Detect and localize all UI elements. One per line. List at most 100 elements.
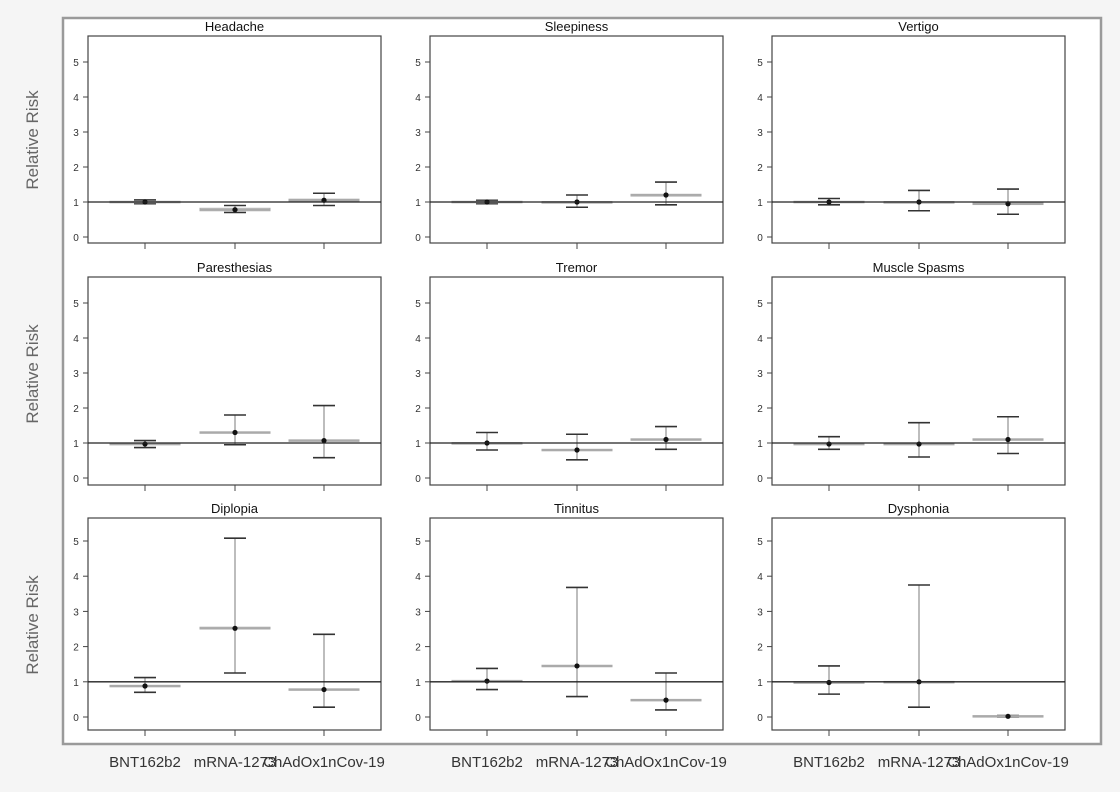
y-tick-label: 4 bbox=[73, 572, 79, 583]
y-tick-label: 0 bbox=[415, 233, 421, 244]
y-tick-label: 4 bbox=[757, 334, 763, 345]
panel-title: Tremor bbox=[556, 260, 598, 275]
panel-sleepiness: Sleepiness 0 1 2 3 4 5 bbox=[415, 19, 724, 249]
y-tick-label: 2 bbox=[757, 643, 763, 654]
y-tick-label: 1 bbox=[757, 439, 763, 450]
group-chadox1ncov-19 bbox=[972, 415, 1044, 455]
y-tick-label: 1 bbox=[415, 439, 421, 450]
panel-border bbox=[429, 35, 724, 244]
estimate-point bbox=[826, 441, 832, 447]
y-tick-label: 3 bbox=[757, 607, 763, 618]
y-tick-label: 3 bbox=[757, 128, 763, 139]
panel-dysphonia: Dysphonia 0 1 2 3 4 5 bbox=[757, 501, 1066, 736]
x-category-label: ChAdOx1nCov-19 bbox=[263, 754, 385, 771]
y-tick-label: 0 bbox=[73, 713, 79, 724]
y-tick-label: 0 bbox=[757, 233, 763, 244]
y-tick-label: 1 bbox=[73, 439, 79, 450]
y-tick-label: 4 bbox=[73, 93, 79, 104]
y-axis-label-row-3: Relative Risk bbox=[23, 575, 42, 675]
estimate-point bbox=[663, 192, 669, 198]
y-tick-label: 5 bbox=[73, 537, 79, 548]
group-chadox1ncov-19 bbox=[288, 192, 360, 207]
x-category-label: ChAdOx1nCov-19 bbox=[947, 754, 1069, 771]
y-tick-label: 0 bbox=[73, 474, 79, 485]
x-category-label: mRNA-1273 bbox=[194, 754, 277, 771]
y-tick-label: 2 bbox=[73, 643, 79, 654]
y-tick-label: 2 bbox=[73, 404, 79, 415]
y-tick-label: 5 bbox=[757, 299, 763, 310]
y-tick-label: 1 bbox=[757, 678, 763, 689]
estimate-point bbox=[321, 686, 327, 693]
y-tick-label: 3 bbox=[757, 369, 763, 380]
panel-paresthesias: Paresthesias 0 1 2 3 4 5 bbox=[73, 260, 382, 491]
y-tick-label: 2 bbox=[415, 643, 421, 654]
estimate-point bbox=[663, 697, 669, 703]
y-tick-label: 2 bbox=[757, 404, 763, 415]
y-tick-label: 3 bbox=[73, 607, 79, 618]
y-tick-label: 5 bbox=[757, 537, 763, 548]
estimate-point bbox=[574, 447, 580, 453]
y-tick-label: 3 bbox=[415, 128, 421, 139]
x-category-label: BNT162b2 bbox=[793, 754, 865, 771]
panel-title: Paresthesias bbox=[197, 260, 273, 275]
panel-tremor: Tremor 0 1 2 3 4 5 bbox=[415, 260, 724, 491]
y-tick-label: 0 bbox=[415, 474, 421, 485]
estimate-point bbox=[1005, 713, 1011, 719]
y-tick-label: 2 bbox=[757, 163, 763, 174]
y-tick-label: 5 bbox=[415, 58, 421, 69]
y-tick-label: 2 bbox=[415, 404, 421, 415]
y-tick-label: 5 bbox=[757, 58, 763, 69]
group-bnt162b2 bbox=[793, 665, 865, 695]
panel-vertigo: Vertigo 0 1 2 3 4 5 bbox=[757, 19, 1066, 249]
group-mrna-1273 bbox=[199, 414, 271, 446]
estimate-point bbox=[321, 437, 327, 444]
x-category-label: mRNA-1273 bbox=[878, 754, 961, 771]
x-category-label: BNT162b2 bbox=[109, 754, 181, 771]
y-tick-label: 2 bbox=[73, 163, 79, 174]
group-mrna-1273 bbox=[541, 433, 613, 461]
y-tick-label: 1 bbox=[415, 678, 421, 689]
y-axis-label-row-1: Relative Risk bbox=[23, 90, 42, 190]
group-chadox1ncov-19 bbox=[630, 672, 702, 711]
panel-headache: Headache 0 1 2 3 4 5 bbox=[73, 19, 382, 249]
group-mrna-1273 bbox=[199, 204, 271, 214]
panel-tinnitus: Tinnitus 0 1 2 3 4 5 bbox=[415, 501, 724, 736]
panel-title: Vertigo bbox=[898, 19, 938, 34]
estimate-point bbox=[232, 207, 238, 213]
estimate-point bbox=[142, 683, 148, 689]
y-tick-label: 1 bbox=[757, 198, 763, 209]
y-tick-label: 2 bbox=[415, 163, 421, 174]
y-tick-label: 3 bbox=[73, 369, 79, 380]
y-tick-label: 4 bbox=[415, 93, 421, 104]
panel-title: Tinnitus bbox=[554, 501, 600, 516]
panel-border bbox=[87, 276, 382, 486]
estimate-point bbox=[826, 679, 832, 686]
estimate-point bbox=[142, 441, 148, 447]
x-category-label: mRNA-1273 bbox=[536, 754, 619, 771]
y-tick-label: 5 bbox=[73, 299, 79, 310]
estimate-point bbox=[574, 663, 580, 669]
y-tick-label: 4 bbox=[757, 93, 763, 104]
y-tick-label: 1 bbox=[73, 678, 79, 689]
y-tick-label: 0 bbox=[757, 474, 763, 485]
group-mrna-1273 bbox=[199, 537, 271, 674]
y-tick-label: 5 bbox=[73, 58, 79, 69]
y-tick-label: 0 bbox=[415, 713, 421, 724]
y-tick-label: 4 bbox=[415, 334, 421, 345]
estimate-point bbox=[1005, 436, 1011, 443]
panel-title: Sleepiness bbox=[545, 19, 609, 34]
group-chadox1ncov-19 bbox=[288, 633, 360, 708]
estimate-point bbox=[232, 625, 238, 631]
panel-diplopia: Diplopia 0 1 2 3 4 5 bbox=[73, 501, 382, 736]
estimate-point bbox=[232, 429, 238, 436]
panel-border bbox=[771, 35, 1066, 244]
y-tick-label: 5 bbox=[415, 537, 421, 548]
group-chadox1ncov-19 bbox=[972, 713, 1044, 719]
panel-title: Dysphonia bbox=[888, 501, 950, 516]
group-bnt162b2 bbox=[793, 435, 865, 451]
panel-title: Diplopia bbox=[211, 501, 259, 516]
y-tick-label: 1 bbox=[73, 198, 79, 209]
y-tick-label: 4 bbox=[415, 572, 421, 583]
